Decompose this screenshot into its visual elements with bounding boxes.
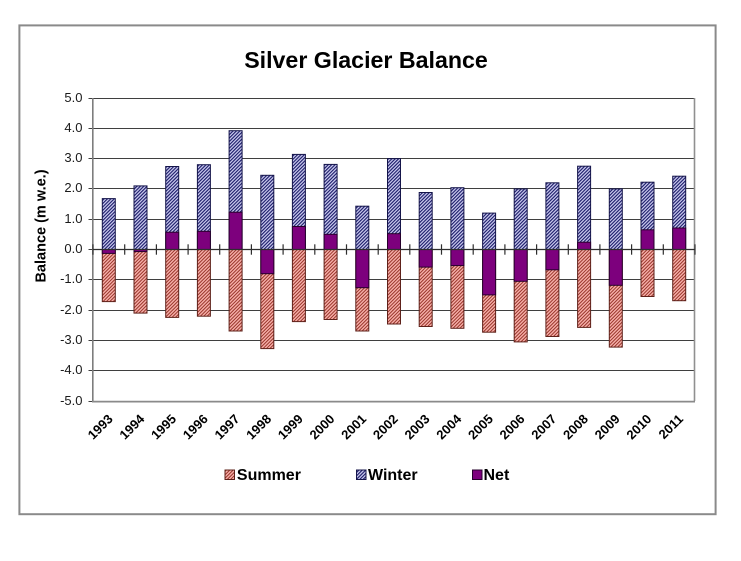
svg-text:0.0: 0.0 (64, 241, 82, 256)
svg-text:2.0: 2.0 (64, 180, 82, 195)
svg-text:Silver Glacier Balance: Silver Glacier Balance (244, 47, 488, 73)
svg-text:-5.0: -5.0 (60, 393, 82, 408)
svg-text:Net: Net (484, 467, 510, 484)
svg-text:-1.0: -1.0 (60, 271, 82, 286)
svg-text:3.0: 3.0 (64, 150, 82, 165)
svg-text:Summer: Summer (237, 467, 301, 484)
svg-text:1.0: 1.0 (64, 211, 82, 226)
svg-text:Balance (m w.e.): Balance (m w.e.) (34, 169, 50, 282)
svg-text:Winter: Winter (368, 467, 418, 484)
svg-text:-3.0: -3.0 (60, 332, 82, 347)
svg-text:-4.0: -4.0 (60, 362, 82, 377)
svg-text:4.0: 4.0 (64, 120, 82, 135)
svg-text:5.0: 5.0 (64, 90, 82, 105)
svg-text:-2.0: -2.0 (60, 302, 82, 317)
